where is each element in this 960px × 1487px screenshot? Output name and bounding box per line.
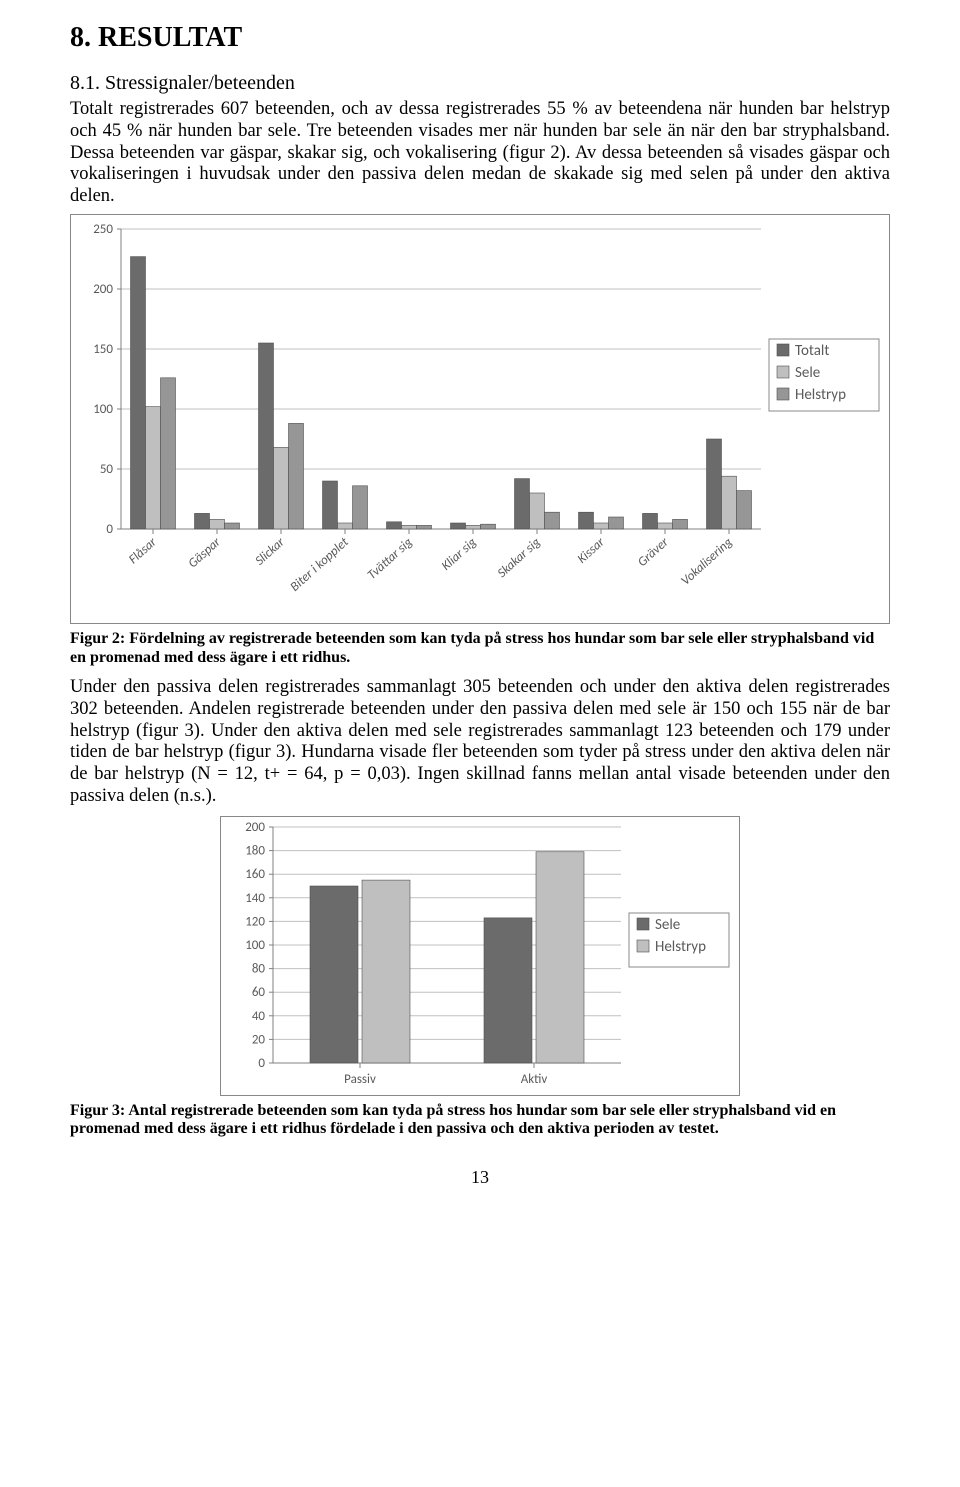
svg-text:20: 20	[252, 1032, 266, 1047]
svg-text:180: 180	[245, 843, 265, 858]
figure-3-chart: 0 20 40 60 80 100 120 140 160 180 200 Passiv Aktiv Se…	[220, 816, 740, 1096]
svg-text:0: 0	[106, 522, 113, 537]
svg-text:0: 0	[258, 1056, 265, 1071]
svg-text:50: 50	[100, 462, 114, 477]
svg-text:80: 80	[252, 961, 266, 976]
svg-text:140: 140	[245, 891, 265, 906]
svg-text:Sele: Sele	[795, 364, 820, 382]
svg-text:Kliar sig: Kliar sig	[439, 535, 480, 574]
svg-text:120: 120	[245, 914, 265, 929]
subsection-title: 8.1. Stressignaler/beteenden	[70, 72, 890, 95]
svg-text:160: 160	[245, 867, 265, 882]
page-number: 13	[70, 1167, 890, 1188]
svg-text:Aktiv: Aktiv	[521, 1072, 548, 1087]
chart-2-svg: 0 20 40 60 80 100 120 140 160 180 200 Passiv Aktiv Se…	[221, 817, 741, 1097]
svg-text:Gäspar: Gäspar	[186, 535, 225, 572]
paragraph-2: Under den passiva delen registrerades sa…	[70, 677, 890, 808]
paragraph-1: Totalt registrerades 607 beteenden, och …	[70, 99, 890, 208]
figure-2-caption: Figur 2: Fördelning av registrerade bete…	[70, 630, 890, 667]
svg-text:Slickar: Slickar	[252, 535, 288, 569]
svg-text:Biter i kopplet: Biter i kopplet	[288, 535, 353, 595]
svg-text:200: 200	[245, 820, 265, 835]
svg-text:Helstryp: Helstryp	[795, 386, 846, 404]
svg-text:60: 60	[252, 985, 266, 1000]
svg-text:Kissar: Kissar	[575, 535, 608, 567]
svg-text:100: 100	[245, 938, 265, 953]
svg-text:200: 200	[93, 282, 113, 297]
svg-text:Gräver: Gräver	[635, 535, 672, 570]
chart-1-svg: 0 50 100 150 200 250 Flåsar Gäspar SlickarBiter …	[71, 215, 891, 625]
svg-text:Vokalisering: Vokalisering	[678, 535, 736, 589]
svg-text:150: 150	[93, 342, 113, 357]
svg-text:Sele: Sele	[655, 916, 680, 934]
svg-text:40: 40	[252, 1009, 266, 1024]
svg-text:250: 250	[93, 222, 113, 237]
svg-text:Skakar sig: Skakar sig	[495, 535, 544, 581]
section-title: 8. RESULTAT	[70, 22, 890, 54]
svg-text:Totalt: Totalt	[795, 342, 829, 360]
svg-text:Helstryp: Helstryp	[655, 938, 706, 956]
svg-text:Flåsar: Flåsar	[126, 535, 160, 568]
svg-text:Passiv: Passiv	[344, 1072, 376, 1087]
svg-text:100: 100	[93, 402, 113, 417]
figure-2-chart: 0 50 100 150 200 250 Flåsar Gäspar SlickarBiter …	[70, 214, 890, 624]
svg-text:Tvättar sig: Tvättar sig	[365, 535, 416, 583]
figure-3-caption: Figur 3: Antal registrerade beteenden so…	[70, 1102, 890, 1139]
